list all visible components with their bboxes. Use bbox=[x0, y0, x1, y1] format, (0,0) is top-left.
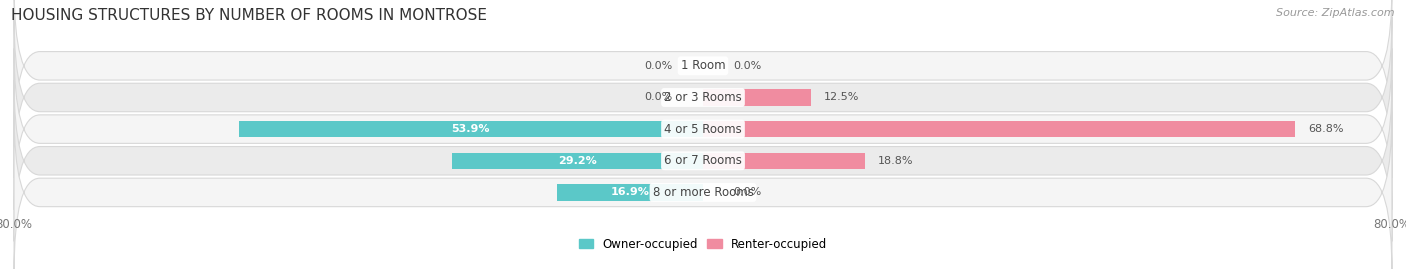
Text: 8 or more Rooms: 8 or more Rooms bbox=[652, 186, 754, 199]
Text: 0.0%: 0.0% bbox=[644, 93, 673, 102]
Text: Source: ZipAtlas.com: Source: ZipAtlas.com bbox=[1277, 8, 1395, 18]
Text: 16.9%: 16.9% bbox=[610, 187, 650, 197]
Text: 4 or 5 Rooms: 4 or 5 Rooms bbox=[664, 123, 742, 136]
Text: 2 or 3 Rooms: 2 or 3 Rooms bbox=[664, 91, 742, 104]
Legend: Owner-occupied, Renter-occupied: Owner-occupied, Renter-occupied bbox=[574, 233, 832, 256]
Bar bbox=[557, 184, 703, 201]
Text: 18.8%: 18.8% bbox=[877, 156, 914, 166]
Bar bbox=[703, 121, 1295, 137]
Text: 0.0%: 0.0% bbox=[733, 61, 762, 71]
Text: 0.0%: 0.0% bbox=[644, 61, 673, 71]
FancyBboxPatch shape bbox=[14, 0, 1392, 147]
FancyBboxPatch shape bbox=[14, 17, 1392, 178]
Text: 29.2%: 29.2% bbox=[558, 156, 596, 166]
Text: 12.5%: 12.5% bbox=[824, 93, 859, 102]
Text: 68.8%: 68.8% bbox=[1309, 124, 1344, 134]
FancyBboxPatch shape bbox=[14, 112, 1392, 269]
FancyBboxPatch shape bbox=[14, 80, 1392, 242]
Text: 1 Room: 1 Room bbox=[681, 59, 725, 72]
Bar bbox=[703, 153, 865, 169]
Text: 6 or 7 Rooms: 6 or 7 Rooms bbox=[664, 154, 742, 167]
Bar bbox=[451, 153, 703, 169]
FancyBboxPatch shape bbox=[14, 48, 1392, 210]
Text: 0.0%: 0.0% bbox=[733, 187, 762, 197]
Text: HOUSING STRUCTURES BY NUMBER OF ROOMS IN MONTROSE: HOUSING STRUCTURES BY NUMBER OF ROOMS IN… bbox=[11, 8, 488, 23]
Bar bbox=[239, 121, 703, 137]
Bar bbox=[703, 89, 811, 106]
Text: 53.9%: 53.9% bbox=[451, 124, 491, 134]
